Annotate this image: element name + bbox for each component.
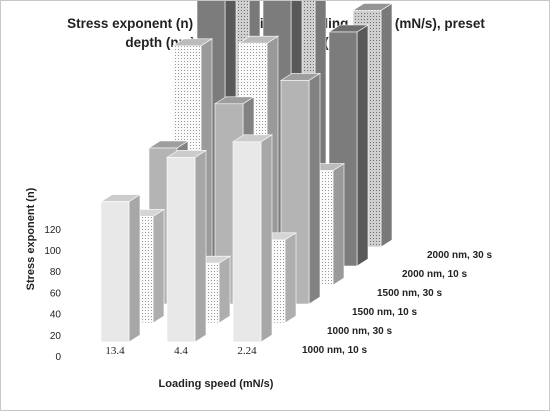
x-axis-title: Loading speed (mN/s) <box>159 378 274 390</box>
series-label: 1500 nm, 30 s <box>377 288 442 299</box>
y-tick-label: 100 <box>44 246 61 257</box>
bar <box>165 149 208 343</box>
series-label: 1000 nm, 10 s <box>302 345 367 356</box>
x-category-label: 4.4 <box>174 345 188 357</box>
bar <box>231 134 274 343</box>
series-label: 1000 nm, 30 s <box>327 326 392 337</box>
bar <box>99 194 142 343</box>
x-category-label: 2.24 <box>237 345 257 357</box>
y-tick-label: 80 <box>50 267 62 278</box>
x-category-label: 13.4 <box>105 345 125 357</box>
series-label: 2000 nm, 10 s <box>402 269 467 280</box>
y-tick-label: 20 <box>50 331 62 342</box>
series-label: 1500 nm, 10 s <box>352 307 417 318</box>
y-axis-title: Stress exponent (n) <box>25 187 37 290</box>
y-tick-label: 60 <box>50 288 62 299</box>
y-tick-label: 0 <box>55 352 61 363</box>
y-tick-label: 40 <box>50 310 62 321</box>
series-label: 2000 nm, 30 s <box>427 250 492 261</box>
y-tick-label: 120 <box>44 225 61 236</box>
